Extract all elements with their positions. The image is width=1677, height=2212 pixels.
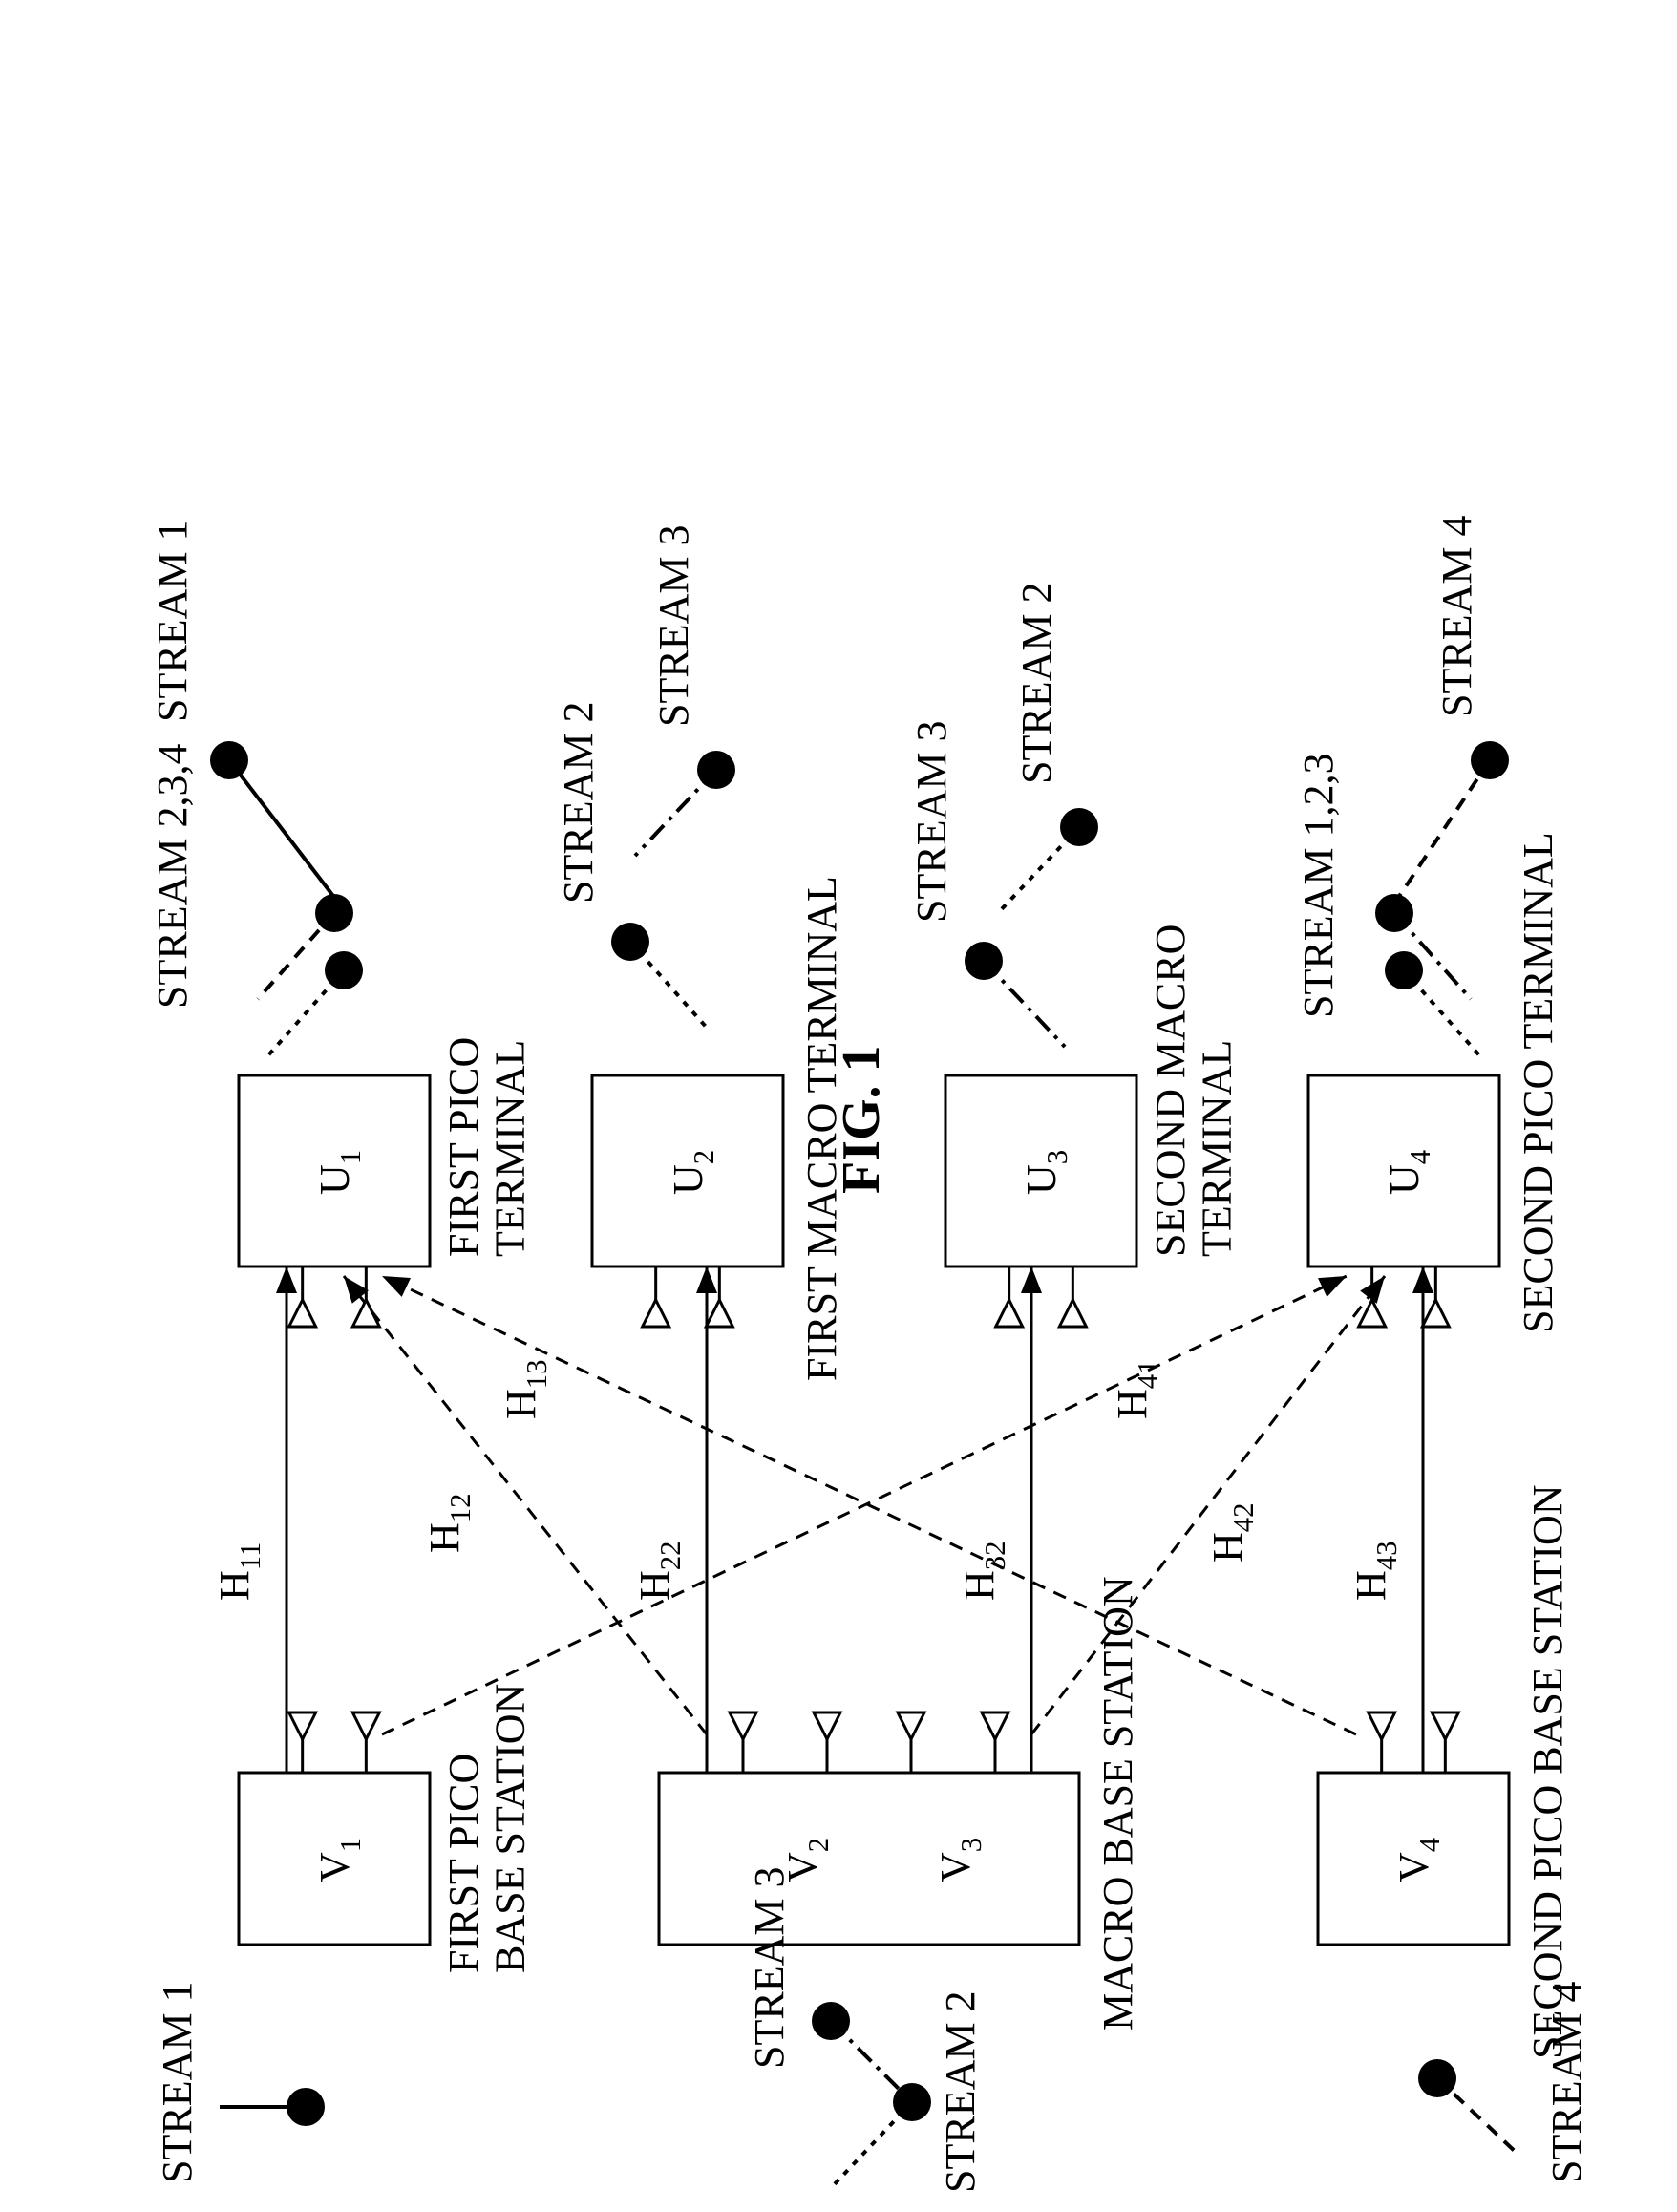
svg-text:SECOND PICO TERMINAL: SECOND PICO TERMINAL — [1515, 832, 1561, 1333]
svg-text:H42: H42 — [1204, 1502, 1260, 1563]
figure-title: FIG. 1 — [831, 1045, 892, 1194]
svg-text:SECOND PICO BASE STATION: SECOND PICO BASE STATION — [1524, 1484, 1571, 2059]
svg-text:U4: U4 — [1381, 1150, 1436, 1195]
svg-text:TERMINAL: TERMINAL — [486, 1040, 533, 1257]
svg-text:STREAM 3: STREAM 3 — [650, 525, 697, 727]
svg-text:H41: H41 — [1109, 1359, 1164, 1419]
svg-text:STREAM 3: STREAM 3 — [746, 1867, 793, 2069]
svg-text:FIRST PICO: FIRST PICO — [440, 1037, 487, 1257]
svg-text:STREAM 3: STREAM 3 — [908, 721, 955, 923]
svg-text:STREAM 2: STREAM 2 — [1013, 583, 1060, 784]
svg-text:V3: V3 — [932, 1838, 987, 1882]
svg-text:V4: V4 — [1390, 1838, 1446, 1882]
svg-text:STREAM 1: STREAM 1 — [154, 1982, 201, 2183]
svg-text:U2: U2 — [665, 1150, 720, 1195]
svg-text:TERMINAL: TERMINAL — [1193, 1040, 1240, 1257]
svg-text:U3: U3 — [1018, 1150, 1073, 1195]
svg-text:SECOND MACRO: SECOND MACRO — [1147, 925, 1194, 1257]
svg-text:STREAM 4: STREAM 4 — [1543, 1982, 1590, 2183]
svg-text:U1: U1 — [311, 1150, 367, 1195]
svg-text:H13: H13 — [498, 1359, 553, 1419]
svg-text:H22: H22 — [631, 1541, 687, 1601]
svg-text:BASE STATION: BASE STATION — [486, 1684, 533, 1973]
svg-text:FIRST PICO: FIRST PICO — [440, 1754, 487, 1973]
svg-text:MACRO BASE STATION: MACRO BASE STATION — [1094, 1576, 1141, 2031]
svg-text:H32: H32 — [956, 1541, 1011, 1601]
svg-text:STREAM 1,2,3: STREAM 1,2,3 — [1295, 754, 1342, 1018]
svg-text:STREAM 2: STREAM 2 — [555, 702, 602, 904]
svg-text:STREAM 2: STREAM 2 — [937, 1991, 984, 2193]
svg-text:H12: H12 — [421, 1493, 477, 1553]
svg-text:STREAM 1: STREAM 1 — [149, 521, 196, 722]
svg-text:H11: H11 — [211, 1542, 266, 1601]
svg-text:STREAM 4: STREAM 4 — [1433, 516, 1480, 717]
svg-text:V1: V1 — [311, 1838, 367, 1882]
svg-text:STREAM 2,3,4: STREAM 2,3,4 — [149, 744, 196, 1009]
svg-text:H43: H43 — [1348, 1541, 1403, 1601]
